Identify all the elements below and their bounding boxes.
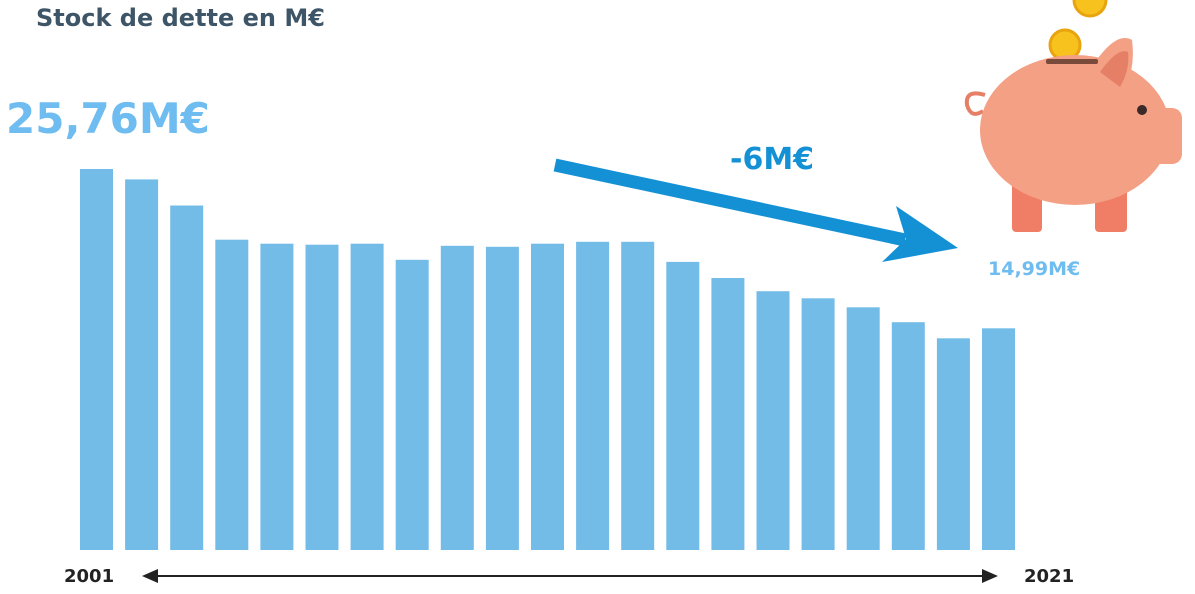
bar-2008 xyxy=(395,259,429,550)
bar-2014 xyxy=(666,261,700,550)
bar-2011 xyxy=(531,243,564,550)
bar-2012 xyxy=(576,241,610,551)
bar-2002 xyxy=(125,179,159,550)
bar-2019 xyxy=(891,322,925,550)
trend-arrow xyxy=(553,158,958,262)
bar-2020 xyxy=(936,338,970,550)
bar-2021 xyxy=(982,328,1015,550)
axis-end-year: 2021 xyxy=(1024,566,1075,587)
bars-group xyxy=(80,169,1015,551)
bar-2013 xyxy=(621,241,655,551)
axis-start-year: 2001 xyxy=(64,566,115,587)
bar-2004 xyxy=(215,239,249,550)
bar-2017 xyxy=(801,298,835,550)
bar-2001 xyxy=(80,169,113,550)
bar-2006 xyxy=(305,244,339,550)
change-label: -6M€ xyxy=(730,142,815,177)
piggy-bank-icon xyxy=(964,0,1182,232)
bar-2010 xyxy=(485,246,519,551)
bar-2003 xyxy=(170,205,204,550)
timeline-arrow xyxy=(142,569,998,583)
bar-2016 xyxy=(756,291,790,550)
chart-title: Stock de dette en M€ xyxy=(36,4,325,32)
first-value-label: 25,76M€ xyxy=(6,94,210,143)
bar-2007 xyxy=(350,243,384,550)
bar-2015 xyxy=(711,278,745,550)
last-value-label: 14,99M€ xyxy=(988,258,1081,280)
bar-2018 xyxy=(846,307,880,550)
bar-2005 xyxy=(260,243,294,550)
bar-2009 xyxy=(440,245,474,551)
